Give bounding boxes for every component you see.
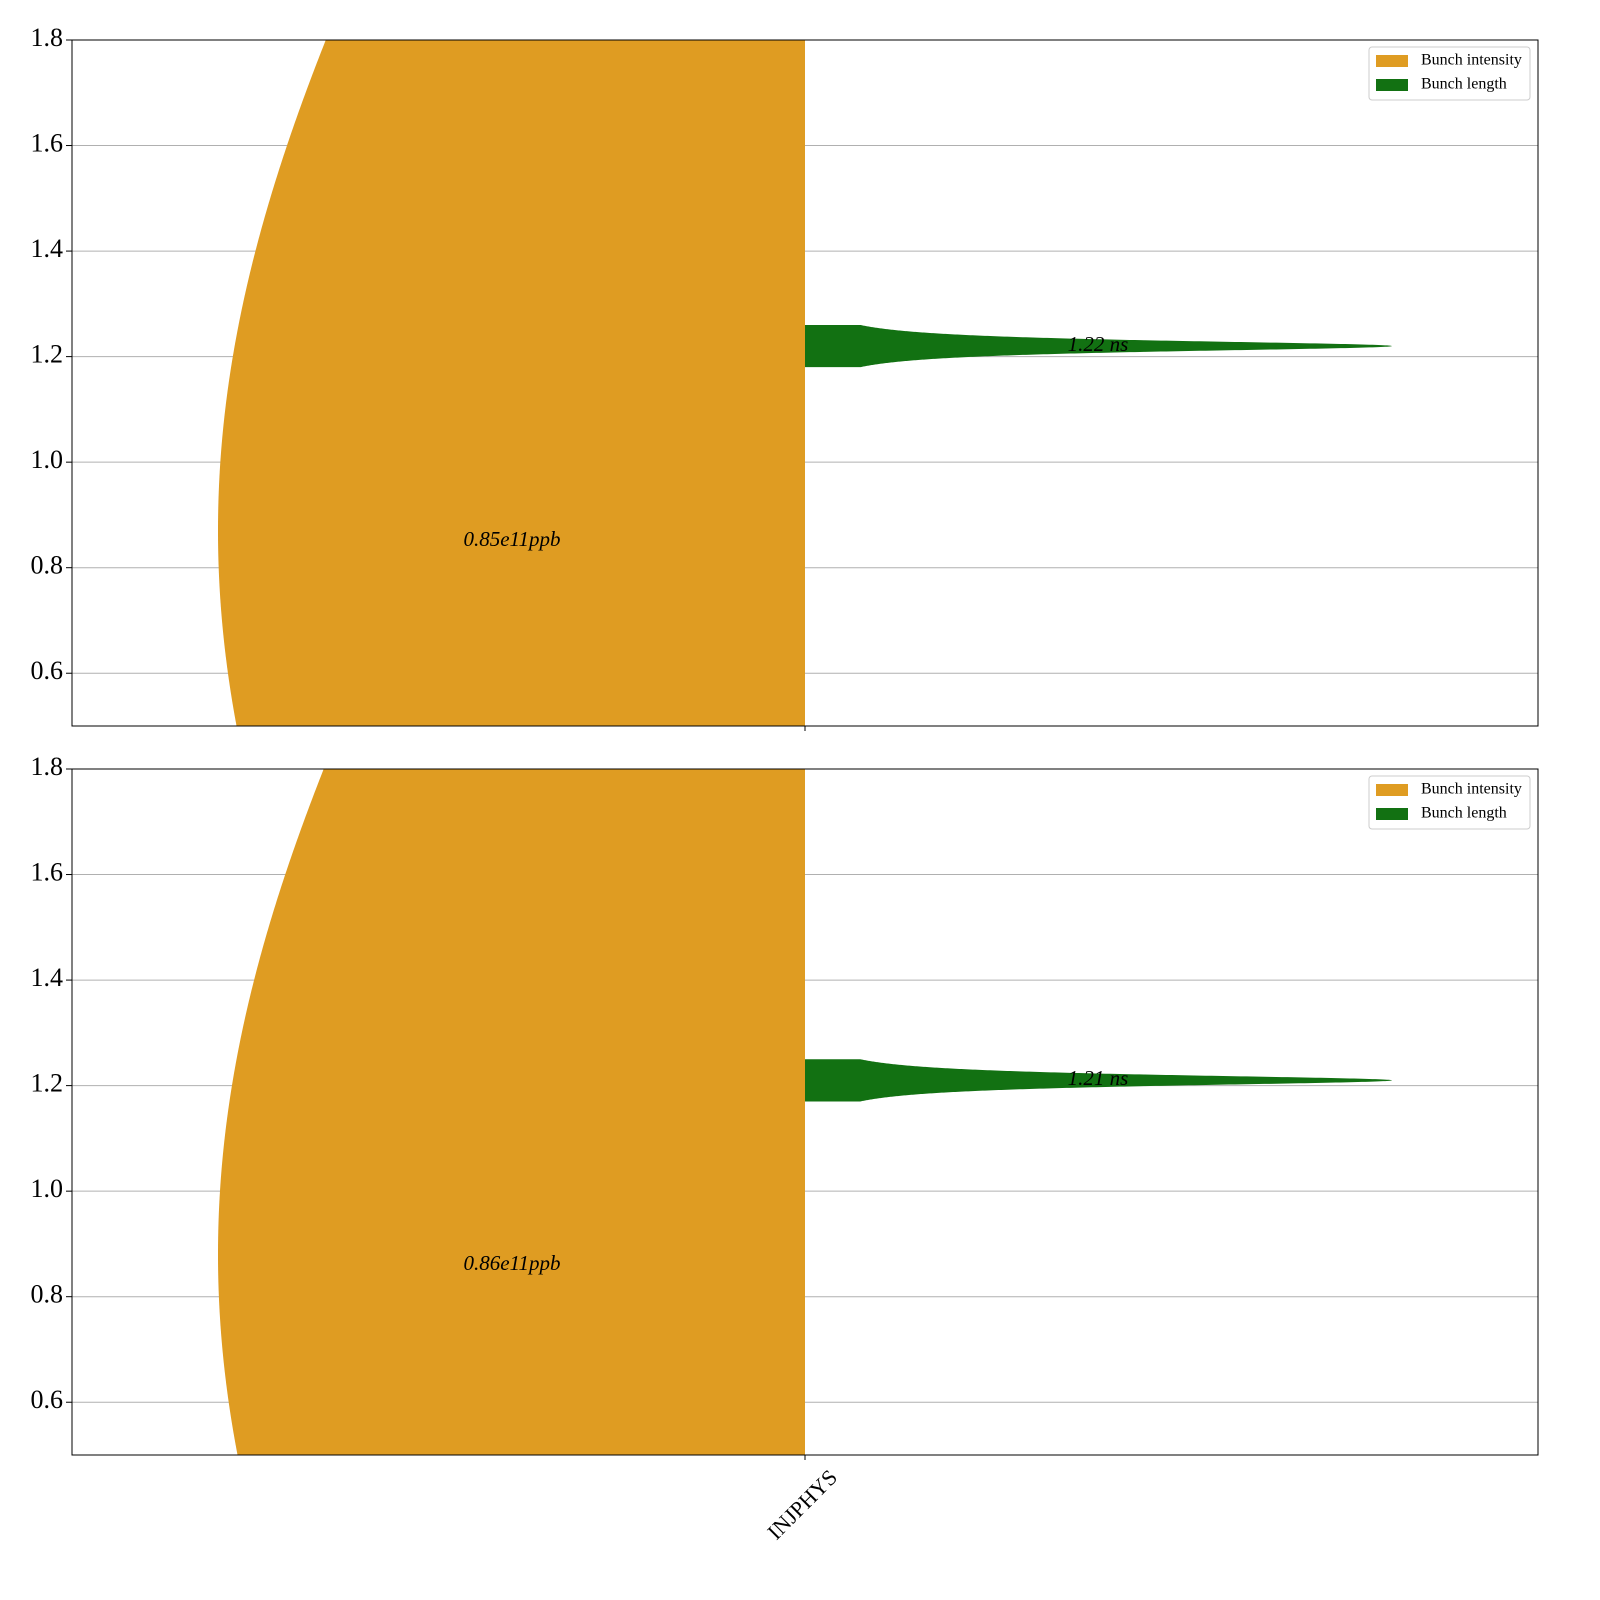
legend-swatch <box>1376 55 1408 67</box>
legend-frame <box>1368 46 1531 101</box>
legend-frame <box>1368 775 1531 830</box>
legend-label: Bunch length <box>1421 76 1507 93</box>
legend-label: Bunch length <box>1421 805 1507 822</box>
legend: Bunch intensity Bunch length <box>1368 775 1531 830</box>
y-tick-label: 0.6 <box>31 656 64 685</box>
y-tick-label: 1.8 <box>31 23 64 52</box>
subplot: 0.6 0.8 1.0 1.2 1.4 1.6 1.8 0.85e11ppb 1.22 ns Bu… <box>31 23 1539 731</box>
legend-swatch <box>1376 808 1408 820</box>
y-tick-label: 1.4 <box>31 234 64 263</box>
y-tick-label: 1.0 <box>31 1174 64 1203</box>
y-tick-label: 1.0 <box>31 445 64 474</box>
legend-label: Bunch intensity <box>1421 781 1522 798</box>
y-tick-label: 0.6 <box>31 1385 64 1414</box>
y-tick-label: 1.2 <box>31 1069 64 1098</box>
y-tick-label: 1.2 <box>31 340 64 369</box>
value-label: 1.21 ns <box>1068 1066 1129 1090</box>
y-tick-label: 0.8 <box>31 1280 64 1309</box>
value-label: 0.86e11ppb <box>463 1251 560 1275</box>
y-tick-label: 1.4 <box>31 963 64 992</box>
y-tick-label: 1.6 <box>31 129 64 158</box>
legend-swatch <box>1376 784 1408 796</box>
subplot: 0.6 0.8 1.0 1.2 1.4 1.6 1.8 0.86e11ppb 1.21 ns IN… <box>31 752 1539 1544</box>
value-label: 0.85e11ppb <box>463 527 560 551</box>
violin-half <box>805 1059 1392 1102</box>
legend-swatch <box>1376 79 1408 91</box>
y-tick-label: 0.8 <box>31 551 64 580</box>
violin-half <box>805 324 1392 368</box>
legend: Bunch intensity Bunch length <box>1368 46 1531 101</box>
x-tick-label: INJPHYS <box>762 1464 842 1544</box>
violin-half <box>218 40 805 726</box>
y-tick-label: 1.8 <box>31 752 64 781</box>
legend-label: Bunch intensity <box>1421 52 1522 69</box>
y-tick-label: 1.6 <box>31 858 64 887</box>
value-label: 1.22 ns <box>1068 332 1129 356</box>
violin-half <box>218 769 805 1455</box>
